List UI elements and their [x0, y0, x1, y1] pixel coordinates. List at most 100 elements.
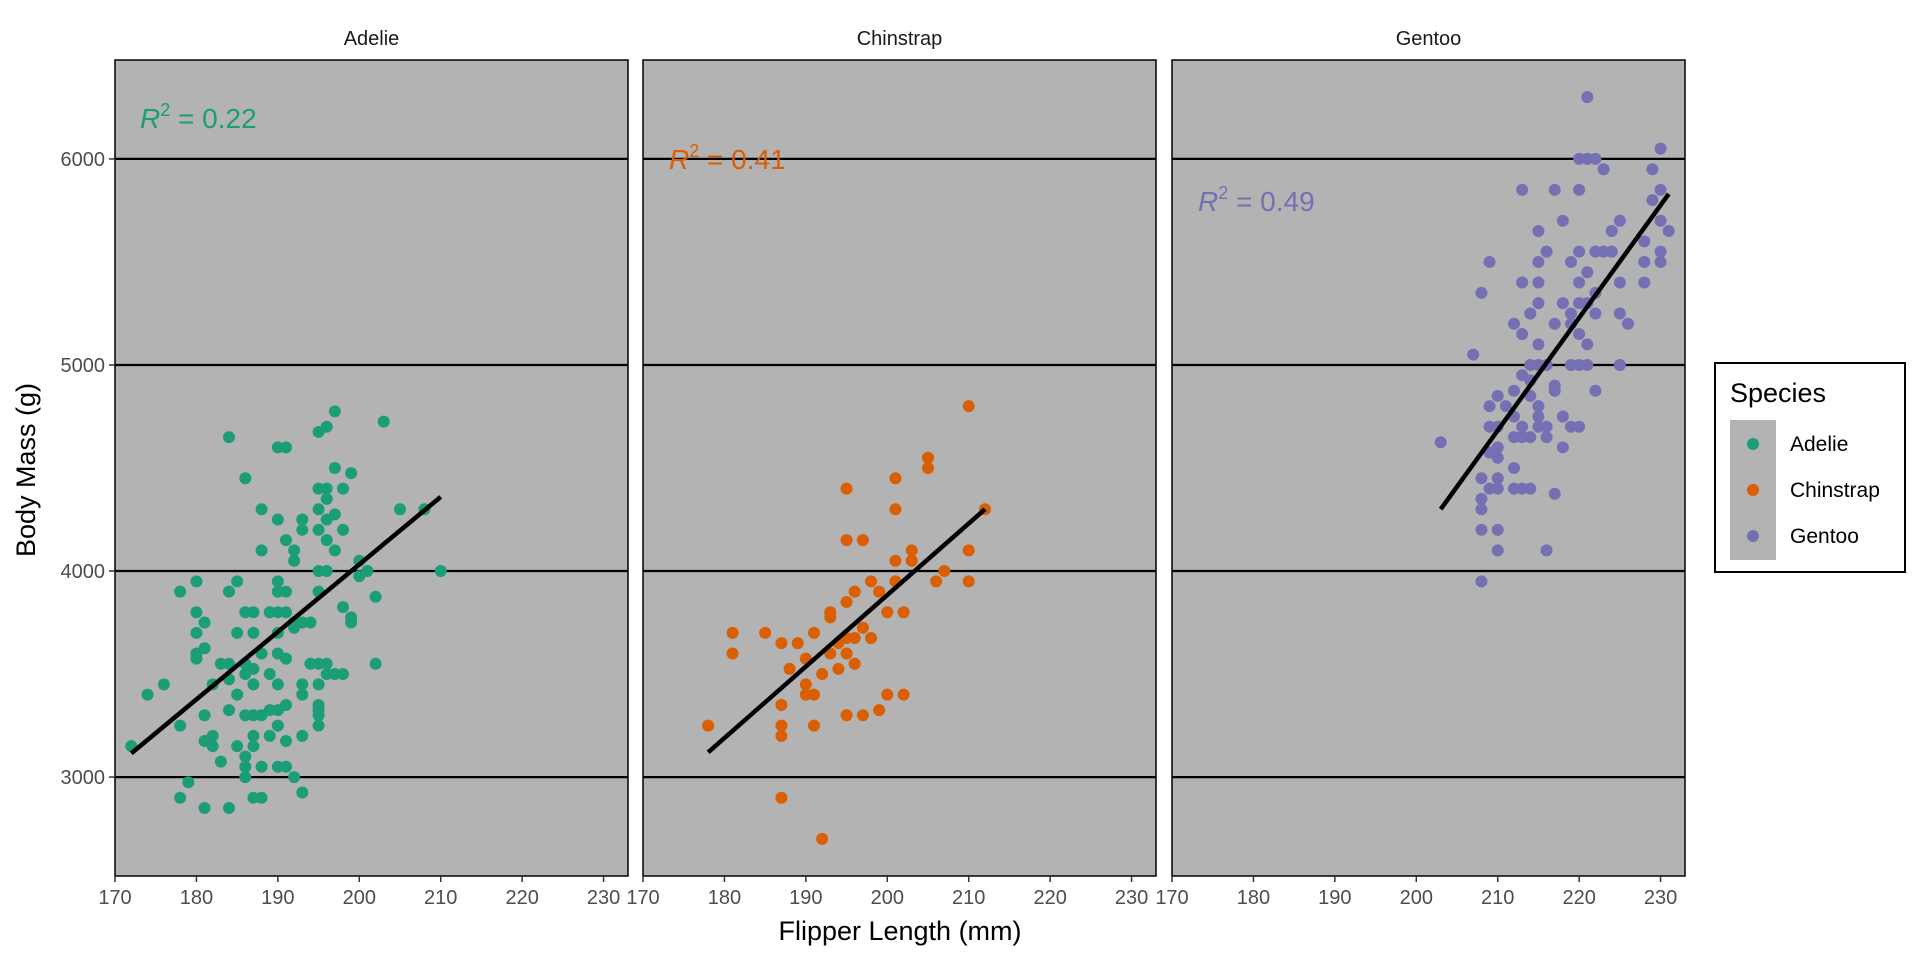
data-point [312, 698, 325, 711]
data-point [1654, 245, 1667, 258]
data-point [174, 719, 187, 732]
data-point [320, 482, 333, 495]
data-point [1548, 183, 1561, 196]
data-point [223, 431, 235, 444]
data-point [1654, 142, 1667, 155]
data-point [1605, 245, 1618, 258]
data-point [247, 678, 260, 691]
regression-line [129, 495, 443, 756]
data-point [1613, 307, 1626, 320]
data-point [1516, 183, 1529, 196]
data-point [369, 657, 382, 670]
data-point [1589, 384, 1602, 397]
data-point [328, 508, 341, 521]
data-point [1475, 575, 1488, 588]
data-point [369, 590, 382, 603]
data-point [337, 668, 349, 681]
x-tick-label: 230 [1115, 887, 1148, 909]
data-point [816, 832, 829, 845]
data-point [1573, 245, 1586, 258]
data-point [174, 791, 187, 804]
data-point [312, 719, 325, 732]
legend-label-gentoo: Gentoo [1790, 525, 1859, 548]
facet-adelie: Adelie 170 180 190 200 210 220 230 R2 = 0.22 [98, 28, 629, 909]
data-point [1565, 255, 1577, 268]
data-point [840, 534, 853, 547]
data-point [775, 698, 788, 711]
data-point [271, 575, 284, 588]
data-point [1540, 420, 1553, 433]
data-point [1475, 523, 1488, 536]
data-point [206, 740, 219, 753]
facet-gentoo: Gentoo 170 180 190 200 210 220 230 R2 = 0.49 [1155, 28, 1686, 909]
data-point [905, 544, 918, 557]
data-point [1524, 482, 1537, 495]
legend-title: Species [1730, 378, 1826, 408]
y-tick-label: 3000 [61, 767, 106, 789]
data-point [296, 688, 309, 701]
data-point [345, 611, 358, 624]
legend-key-adelie [1747, 438, 1759, 450]
data-point [337, 523, 349, 536]
data-point [1540, 245, 1553, 258]
facet-strip-label: Chinstrap [857, 28, 943, 50]
data-point [239, 771, 252, 784]
data-point [1516, 420, 1529, 433]
data-point [247, 740, 260, 753]
data-point [824, 606, 837, 619]
data-point [1532, 400, 1545, 413]
data-point [157, 678, 170, 691]
data-point [808, 626, 820, 639]
data-point [304, 616, 317, 629]
data-point [280, 735, 292, 748]
data-point [1589, 307, 1602, 320]
data-point [296, 729, 309, 742]
data-point [312, 523, 325, 536]
data-point [239, 760, 252, 773]
data-point [873, 585, 886, 598]
data-point [320, 420, 333, 433]
data-point [1573, 328, 1586, 341]
data-point [1516, 276, 1529, 289]
x-tick-label: 220 [505, 887, 538, 909]
data-point [1613, 214, 1626, 227]
data-point [1556, 214, 1569, 227]
data-point [865, 575, 877, 588]
x-tick-label: 200 [871, 887, 904, 909]
x-tick-label: 210 [952, 887, 985, 909]
data-point [856, 709, 869, 722]
data-point [962, 400, 975, 413]
x-tick-label: 170 [626, 887, 659, 909]
data-point [889, 554, 902, 567]
data-point [1581, 266, 1594, 279]
data-point [775, 791, 788, 804]
data-point [1516, 328, 1529, 341]
data-point [1556, 297, 1569, 310]
data-point [1556, 410, 1569, 423]
data-point [1565, 307, 1577, 320]
data-point [255, 503, 268, 516]
data-point [808, 719, 820, 732]
data-point [1491, 441, 1504, 454]
data-point [231, 740, 244, 753]
data-point [296, 513, 309, 526]
y-tick-label: 4000 [61, 561, 106, 583]
x-tick-label: 210 [1481, 887, 1514, 909]
data-point [247, 662, 260, 675]
x-tick-label: 180 [708, 887, 741, 909]
data-point [1638, 276, 1651, 289]
data-point [394, 503, 406, 516]
data-point [271, 678, 284, 691]
data-point [783, 662, 796, 675]
data-point [1573, 420, 1586, 433]
x-tick-label: 170 [1155, 887, 1188, 909]
data-point [337, 482, 349, 495]
data-point [1654, 214, 1667, 227]
regression-line [1438, 192, 1671, 511]
x-tick-label: 190 [1318, 887, 1351, 909]
data-point [182, 776, 195, 789]
data-point [280, 760, 292, 773]
data-point [296, 523, 309, 536]
data-point [1483, 400, 1496, 413]
data-point [1581, 91, 1594, 104]
